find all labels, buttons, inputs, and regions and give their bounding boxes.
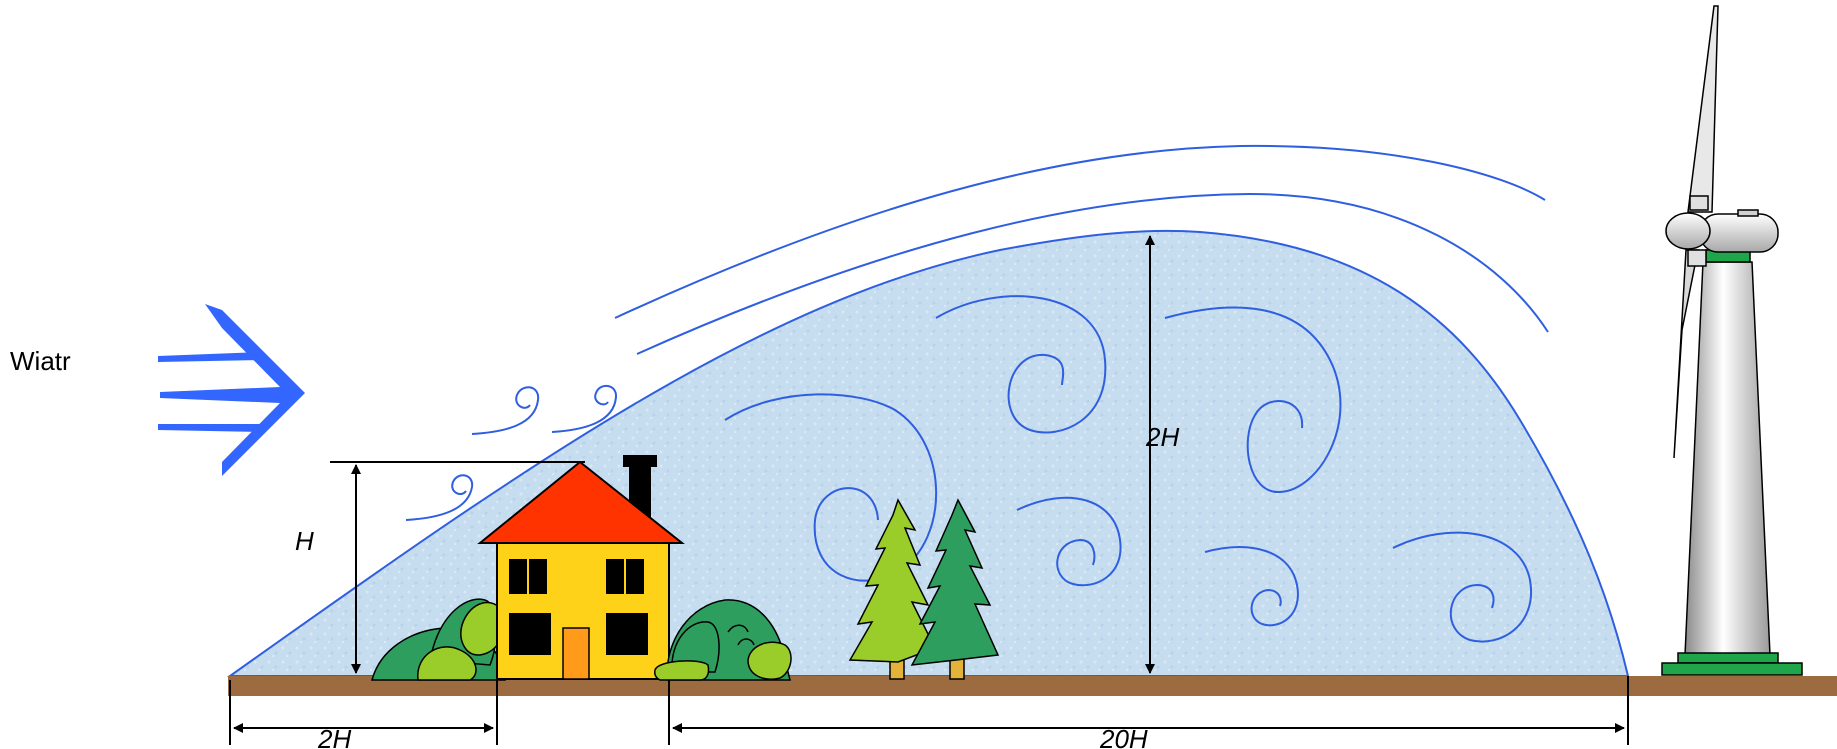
turbine-nacelle bbox=[1699, 213, 1779, 253]
bush-icon bbox=[371, 598, 506, 681]
streamline-upper bbox=[614, 144, 1546, 319]
spruce-tree-icon bbox=[848, 498, 937, 680]
distance-dimensions bbox=[229, 676, 1629, 745]
window bbox=[606, 559, 624, 594]
wind-swirls bbox=[405, 385, 618, 521]
zone-height-label: 2H bbox=[1145, 422, 1179, 452]
window bbox=[606, 613, 648, 655]
window bbox=[509, 559, 527, 594]
turbine-tower bbox=[1684, 261, 1771, 656]
turbine-base bbox=[1677, 652, 1779, 664]
swirl bbox=[551, 385, 618, 433]
height-label: H bbox=[295, 526, 314, 556]
swirl bbox=[471, 386, 540, 435]
upwind-distance-label: 2H bbox=[317, 724, 351, 749]
eddy bbox=[1016, 496, 1122, 587]
turbine-base bbox=[1661, 662, 1803, 676]
eddy bbox=[1392, 531, 1533, 643]
turbine-hub bbox=[1665, 212, 1711, 250]
wind-arrow-icon bbox=[158, 304, 305, 476]
turbine-blade bbox=[1673, 249, 1699, 459]
ground bbox=[228, 676, 1837, 696]
streamline-lower bbox=[636, 192, 1549, 355]
house-icon bbox=[477, 455, 685, 680]
swirl bbox=[405, 474, 474, 521]
wind-turbine-icon bbox=[1661, 5, 1803, 676]
turbine-blade bbox=[1687, 5, 1719, 213]
downwind-distance-label: 20H bbox=[1099, 724, 1148, 749]
window bbox=[529, 559, 547, 594]
bush-icon bbox=[654, 599, 792, 681]
house-roof bbox=[477, 460, 685, 544]
window bbox=[509, 613, 551, 655]
height-dimension bbox=[330, 461, 585, 674]
flow-streamlines bbox=[614, 144, 1549, 355]
wind-label: Wiatr bbox=[10, 346, 71, 376]
window bbox=[626, 559, 644, 594]
eddy bbox=[1204, 546, 1299, 627]
door bbox=[562, 627, 590, 680]
eddy bbox=[1164, 306, 1342, 494]
spruce-tree-icon bbox=[910, 498, 1000, 680]
eddy bbox=[935, 295, 1107, 434]
